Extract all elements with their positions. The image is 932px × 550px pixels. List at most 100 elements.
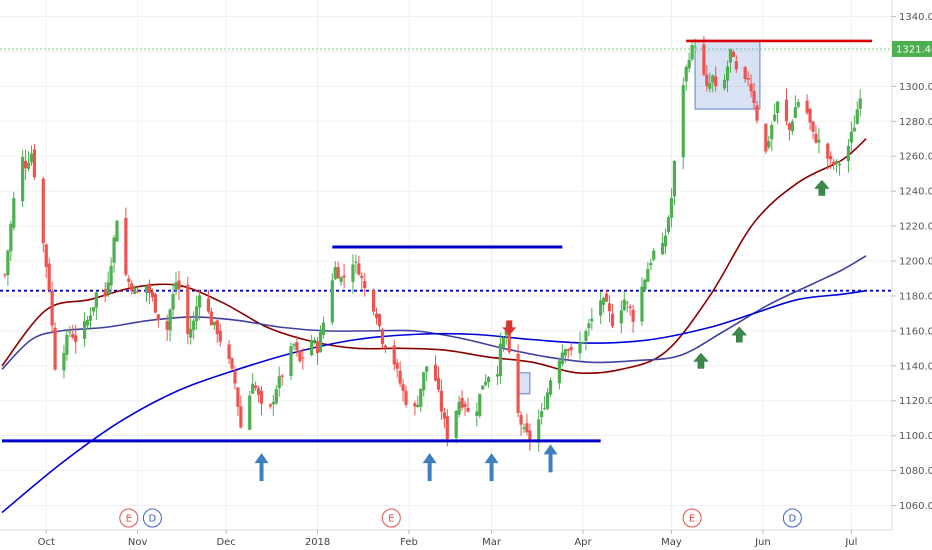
candle-body	[814, 133, 818, 143]
candle	[545, 387, 550, 411]
candle-body	[189, 328, 193, 338]
price-tick-label: 1140.00	[899, 361, 932, 372]
candle-body	[728, 48, 733, 63]
candle	[602, 296, 606, 313]
candle-body	[124, 217, 128, 275]
candle-body	[787, 123, 792, 130]
candle	[537, 409, 541, 452]
event-circle	[142, 508, 162, 528]
dividend-event-marker: D	[142, 508, 162, 528]
candle-body	[722, 79, 727, 89]
event-circle	[381, 508, 401, 528]
candle	[837, 160, 842, 176]
candle	[625, 300, 629, 313]
candle	[186, 276, 190, 345]
candle-body	[330, 280, 334, 323]
candle-body	[342, 275, 346, 278]
candle-body	[796, 102, 800, 107]
candle	[71, 324, 75, 340]
candle-body	[239, 406, 243, 428]
candle	[206, 290, 211, 314]
candle	[62, 344, 66, 379]
time-tick-label: Mar	[482, 537, 502, 548]
candle	[584, 328, 588, 351]
highlight-box	[517, 372, 531, 395]
candle	[631, 304, 635, 333]
price-tick-label: 1220.00	[899, 222, 932, 233]
candle	[333, 261, 337, 281]
candle	[53, 322, 57, 371]
candle	[569, 342, 573, 357]
candle-body	[557, 360, 561, 384]
candle-body	[829, 155, 833, 160]
candle-body	[755, 105, 759, 121]
candle	[209, 307, 213, 326]
candle-body	[109, 265, 113, 286]
candle-body	[669, 198, 674, 218]
candle	[174, 271, 178, 296]
candle	[811, 121, 815, 140]
candle	[380, 327, 385, 349]
candle-body	[858, 98, 862, 109]
arrow-shape	[254, 453, 269, 482]
candle-body	[354, 261, 358, 263]
candle-body	[251, 383, 255, 394]
time-tick-label: Jul	[844, 537, 857, 548]
candle-body	[153, 293, 157, 313]
candle	[268, 403, 272, 409]
candle	[487, 375, 491, 389]
candle-body	[280, 375, 284, 377]
candle-body	[684, 67, 688, 82]
candle-body	[705, 74, 709, 87]
candle	[315, 336, 320, 366]
candle-body	[855, 109, 859, 124]
candle	[793, 95, 797, 119]
candle	[109, 257, 113, 294]
candle	[787, 122, 792, 141]
candle-body	[672, 160, 677, 197]
candle	[666, 215, 671, 235]
candle	[690, 41, 694, 62]
candle	[360, 272, 364, 290]
candle-body	[442, 412, 446, 419]
candle	[147, 279, 152, 305]
candle	[47, 257, 51, 293]
candle	[805, 94, 809, 116]
candle-body	[26, 162, 31, 169]
price-axis[interactable]: 1060.00 1080.00 1100.00 1120.00 1140.00 1160.…	[891, 0, 932, 530]
candle-body	[832, 161, 836, 165]
candle-body	[837, 163, 842, 166]
time-axis[interactable]: Oct Nov Dec 2018 Feb Mar Apr May Jun Jul	[0, 529, 892, 548]
candle	[236, 386, 240, 416]
candle	[292, 342, 296, 351]
candle	[672, 159, 677, 206]
candle	[475, 402, 479, 427]
arrow-shape	[502, 320, 517, 336]
candle-body	[460, 397, 464, 408]
candle-body	[9, 223, 13, 252]
candle-body	[206, 298, 211, 312]
candle	[669, 188, 674, 228]
candle-body	[610, 313, 615, 327]
candle-body	[259, 390, 264, 404]
candle	[404, 385, 408, 408]
candle	[731, 50, 735, 58]
moving-average-line-3	[1, 289, 867, 514]
candle	[377, 313, 382, 331]
candle-body	[274, 389, 278, 404]
candle	[752, 82, 756, 110]
candle-body	[587, 323, 591, 328]
event-circle	[682, 508, 702, 528]
candle-body	[604, 293, 609, 302]
price-tick-label: 1260.00	[899, 152, 932, 163]
candle	[790, 119, 794, 136]
candle-body	[339, 277, 343, 282]
candle	[622, 291, 626, 312]
event-label: E	[689, 514, 695, 525]
candle-body	[256, 388, 261, 395]
candle	[610, 304, 615, 329]
dividend-event-marker: D	[782, 508, 802, 528]
candle	[814, 125, 818, 144]
candle-body	[652, 250, 656, 260]
